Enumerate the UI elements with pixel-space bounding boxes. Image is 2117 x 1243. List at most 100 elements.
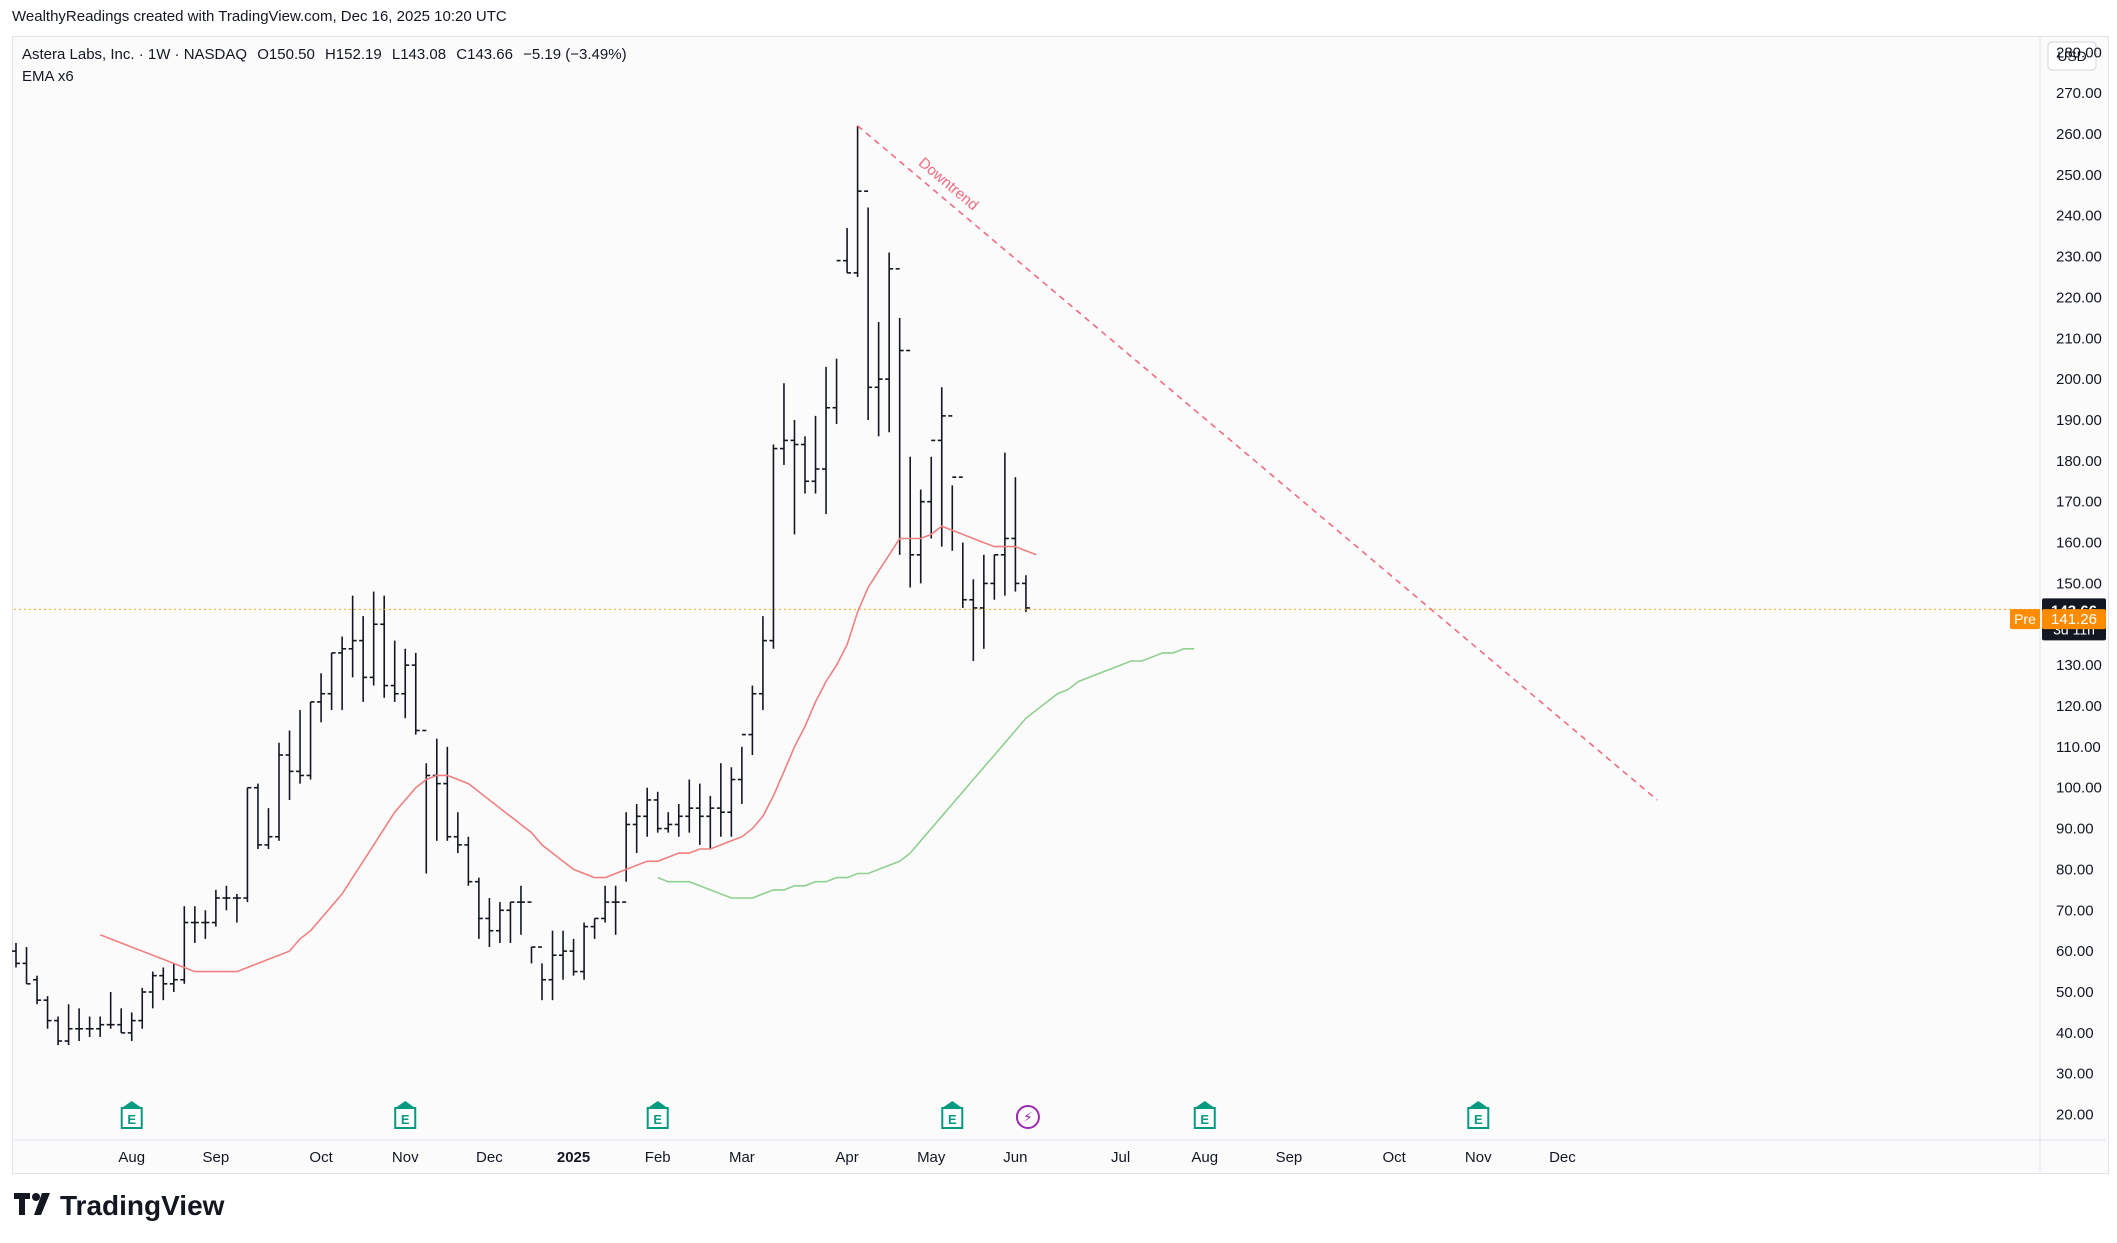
ohlc-bar (138, 987, 147, 1029)
ohlc-bar (190, 906, 199, 943)
ohlc-bar (590, 917, 599, 939)
ohlc-bar (117, 1008, 126, 1034)
ohlc-bar (643, 787, 652, 837)
price-tick-label: 50.00 (2056, 984, 2094, 1001)
legend-indicator[interactable]: EMA x6 (22, 68, 74, 85)
earnings-icon-letter: E (127, 1112, 136, 1127)
ohlc-bar (548, 930, 557, 1001)
downtrend-label: Downtrend (915, 154, 981, 214)
ohlc-bar (695, 783, 704, 845)
time-tick-label: May (917, 1149, 946, 1166)
price-tick-label: 170.00 (2056, 494, 2102, 511)
price-tick-label: 70.00 (2056, 902, 2094, 919)
earnings-icon-cap (647, 1101, 668, 1108)
price-tick-label: 180.00 (2056, 453, 2102, 470)
earnings-icon[interactable]: E (394, 1101, 417, 1129)
ohlc-bar (822, 366, 831, 514)
ohlc-bar (369, 591, 378, 686)
ohlc-bar (569, 938, 578, 976)
price-tick-label: 280.00 (2056, 44, 2102, 61)
price-tick-label: 30.00 (2056, 1066, 2094, 1083)
ohlc-bar (485, 898, 494, 948)
time-tick-label: Mar (729, 1149, 755, 1166)
earnings-icon[interactable]: E (1467, 1101, 1490, 1129)
price-tick-label: 160.00 (2056, 535, 2102, 552)
price-tick-label: 230.00 (2056, 249, 2102, 266)
ohlc-bar (937, 387, 946, 547)
ohlc-bar (33, 975, 42, 1005)
legend-low: L143.08 (391, 46, 447, 63)
price-axis: USD 20.00 30.00 40.00 50.00 60.00 70.00 80.00 90… (14, 38, 2106, 1172)
earnings-icon-cap (942, 1101, 963, 1108)
earnings-icon[interactable]: E (646, 1101, 669, 1129)
time-tick-label: Oct (1382, 1149, 1406, 1166)
earnings-icon-cap (395, 1101, 416, 1108)
time-tick-label: Nov (392, 1149, 419, 1166)
tradingview-logo[interactable]: TradingView (14, 1190, 224, 1222)
ohlc-bar (474, 877, 483, 939)
ohlc-bar (716, 763, 725, 837)
tradingview-logo-text: TradingView (60, 1190, 225, 1221)
earnings-icon[interactable]: E (941, 1101, 964, 1129)
ohlc-bar (495, 902, 504, 943)
flash-icon[interactable]: ⚡ (1015, 1105, 1040, 1129)
currency-button (2047, 41, 2097, 71)
price-tick-label: 20.00 (2056, 1107, 2094, 1124)
ohlc-bar (885, 252, 894, 433)
ohlc-bar (264, 808, 273, 849)
price-tick-label: 40.00 (2056, 1025, 2094, 1042)
ohlc-bar (864, 190, 873, 420)
chart-frame[interactable] (12, 36, 2109, 1174)
price-tick-label: 260.00 (2056, 126, 2102, 143)
ohlc-bar (22, 947, 31, 985)
currency-label[interactable]: USD (2057, 48, 2087, 64)
ohlc-bar (243, 786, 252, 903)
ohlc-bar (148, 971, 157, 1009)
ohlc-bar (85, 1016, 94, 1037)
pre-market-label: Pre (2014, 611, 2036, 627)
ohlc-bar (96, 1016, 105, 1037)
time-tick-label: Aug (1191, 1149, 1218, 1166)
earnings-icon-letter: E (1200, 1112, 1209, 1127)
price-tick-label: 240.00 (2056, 208, 2102, 225)
ohlc-bar (895, 268, 904, 555)
chart-legend: Astera Labs, Inc. · 1W · NASDAQ O150.50 … (22, 44, 633, 88)
legend-open: O150.50 (257, 46, 315, 63)
legend-symbol[interactable]: Astera Labs, Inc. · 1W · NASDAQ (22, 46, 248, 63)
pre-market-badge (2042, 609, 2106, 630)
ohlc-bar (832, 259, 841, 425)
ohlc-bar (948, 415, 957, 551)
flash-icon-ring (1015, 1105, 1040, 1129)
time-tick-label: Feb (645, 1149, 671, 1166)
ohlc-bar (464, 836, 473, 886)
price-tick-label: 210.00 (2056, 330, 2102, 347)
time-axis: Aug Sep Oct Nov Dec 2025 Feb Mar Apr May Jun Jul Aug… (118, 1149, 1576, 1166)
time-tick-label: Apr (835, 1149, 858, 1166)
ohlc-bar (990, 554, 999, 600)
price-tick-label: 80.00 (2056, 861, 2094, 878)
ohlc-bar (969, 579, 978, 662)
earnings-icon[interactable]: E (1193, 1101, 1216, 1129)
earnings-icon-cap (1194, 1101, 1215, 1108)
ohlc-bar (853, 125, 862, 277)
ohlc-bar (275, 742, 283, 841)
ohlc-bar (54, 1016, 63, 1046)
earnings-icon[interactable]: E (120, 1101, 143, 1129)
ohlc-bar (432, 738, 441, 841)
time-tick-label: Aug (118, 1149, 145, 1166)
ohlc-bar (653, 791, 662, 833)
ohlc-bar (601, 885, 610, 923)
ohlc-bar (906, 349, 915, 588)
price-tick-label: 100.00 (2056, 780, 2102, 797)
legend-change: −5.19 (−3.49%) (523, 46, 627, 63)
ohlc-bar (516, 885, 525, 935)
ohlc-bar (1000, 452, 1009, 596)
ohlc-bar (201, 910, 210, 939)
ohlc-bar (443, 746, 452, 841)
price-tick-label: 270.00 (2056, 85, 2102, 102)
earnings-icon-letter: E (1474, 1112, 1483, 1127)
ohlc-bar (685, 779, 694, 833)
time-tick-label: 2025 (557, 1149, 590, 1166)
downtrend-line: Downtrend (857, 125, 1658, 801)
